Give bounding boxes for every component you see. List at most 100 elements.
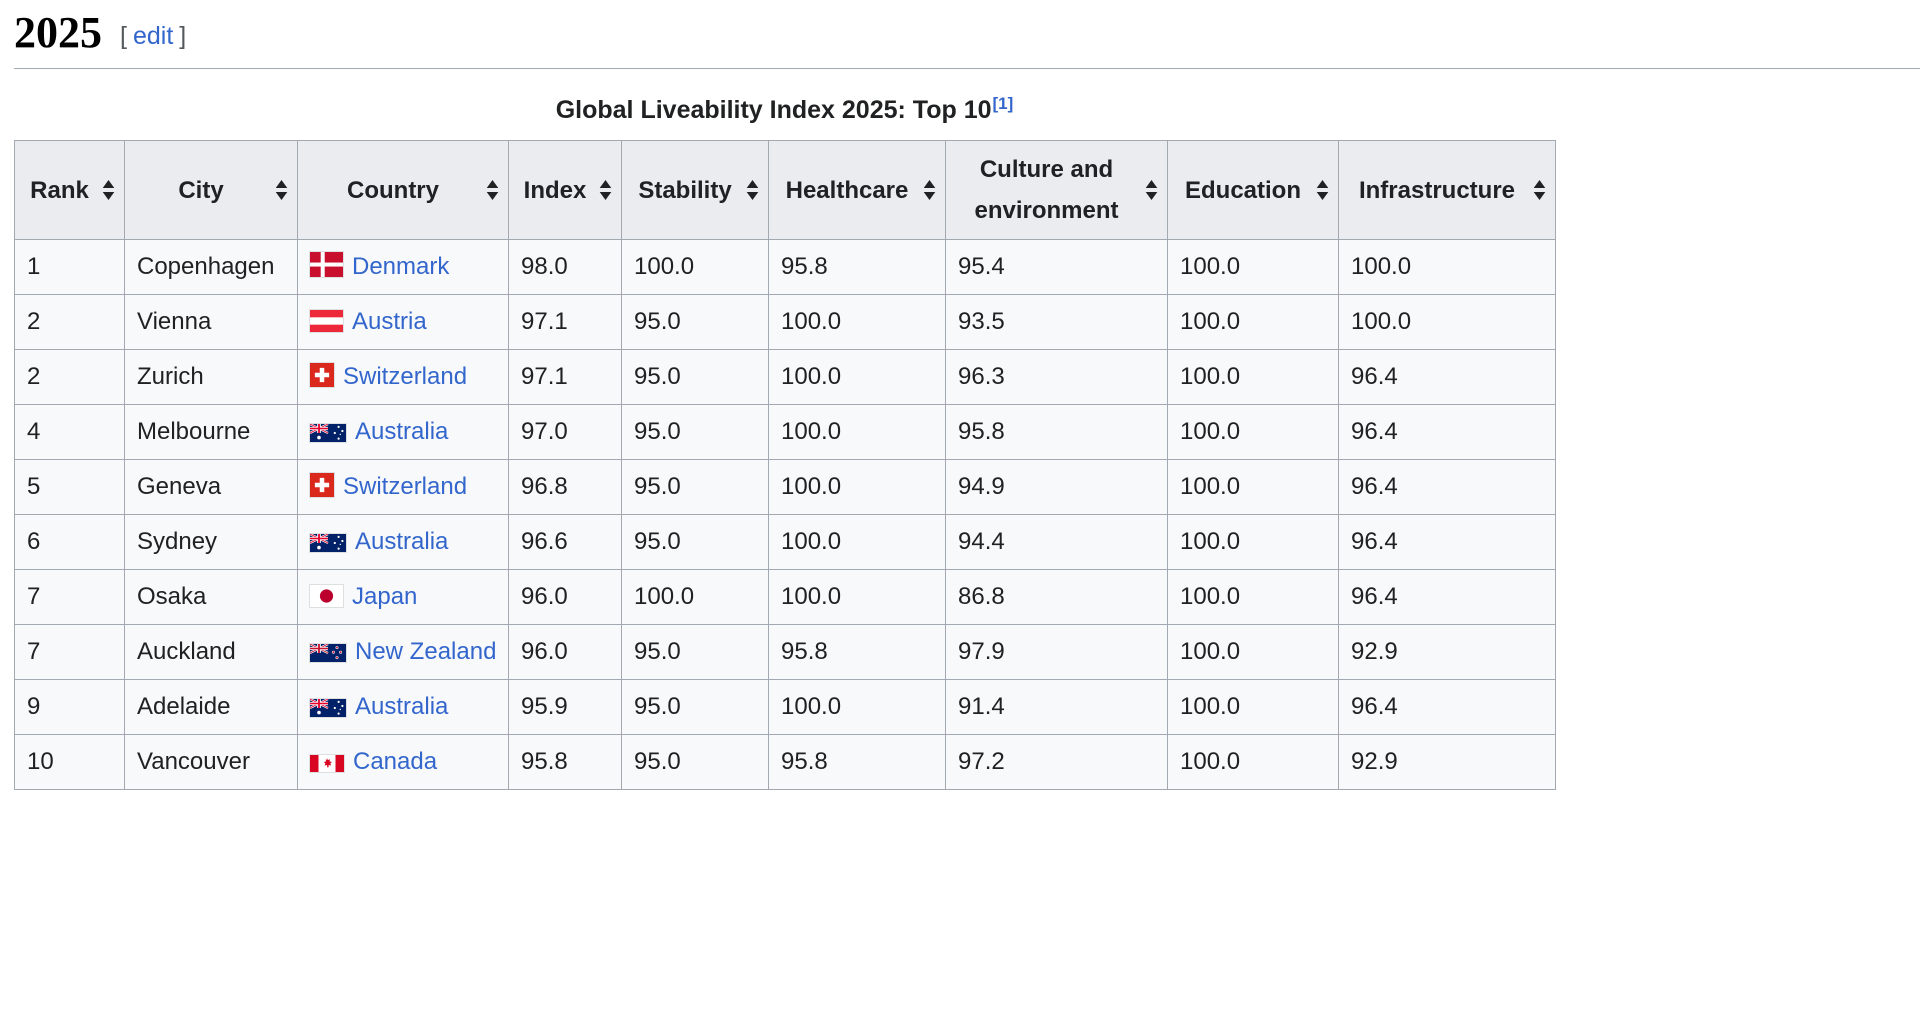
index-cell: 98.0 (508, 239, 622, 296)
rank-cell: 7 (14, 569, 125, 626)
reference-link[interactable]: [1] (992, 93, 1014, 113)
column-header-label: Index (523, 176, 587, 204)
culture-cell: 97.2 (945, 734, 1168, 791)
denmark-flag-icon[interactable] (310, 252, 343, 277)
country-link[interactable]: Australia (355, 528, 449, 556)
infrastructure-cell: 96.4 (1338, 459, 1556, 516)
country-link[interactable]: Switzerland (343, 363, 468, 391)
index-cell: 97.1 (508, 294, 622, 351)
column-header-infrastructure[interactable]: Infrastructure (1338, 140, 1556, 241)
table-caption-text: Global Liveability Index 2025: Top 10 (555, 96, 992, 125)
country-cell: Australia (297, 404, 509, 461)
city-cell: Auckland (124, 624, 298, 681)
country-cell: Austria (297, 294, 509, 351)
country-link[interactable]: Austria (352, 308, 427, 336)
table-row: 6 Sydney Australia 96.6 95.0 100.0 94.4 … (14, 514, 1556, 571)
switzerland-flag-icon[interactable] (310, 473, 334, 497)
country-link[interactable]: New Zealand (355, 638, 497, 666)
index-cell: 97.1 (508, 349, 622, 406)
stability-cell: 100.0 (621, 239, 769, 296)
infrastructure-cell: 92.9 (1338, 624, 1556, 681)
education-cell: 100.0 (1167, 624, 1339, 681)
country-cell: Australia (297, 679, 509, 736)
culture-cell: 94.4 (945, 514, 1168, 571)
country-cell: Switzerland (297, 349, 509, 406)
rank-cell: 4 (14, 404, 125, 461)
stability-cell: 95.0 (621, 734, 769, 791)
reference-sup: [1] (993, 94, 1014, 113)
infrastructure-cell: 96.4 (1338, 404, 1556, 461)
edit-link[interactable]: edit (132, 22, 174, 51)
stability-cell: 100.0 (621, 569, 769, 626)
rank-cell: 6 (14, 514, 125, 571)
education-cell: 100.0 (1167, 349, 1339, 406)
city-cell: Osaka (124, 569, 298, 626)
table-row: 10 Vancouver Canada 95.8 95.0 95.8 97.2 … (14, 734, 1556, 791)
infrastructure-cell: 96.4 (1338, 679, 1556, 736)
country-link[interactable]: Canada (353, 748, 438, 776)
rank-cell: 10 (14, 734, 125, 791)
rank-cell: 2 (14, 349, 125, 406)
sort-icon (1145, 180, 1158, 200)
stability-cell: 95.0 (621, 404, 769, 461)
column-header-healthcare[interactable]: Healthcare (768, 140, 946, 241)
column-header-city[interactable]: City (124, 140, 298, 241)
column-header-country[interactable]: Country (297, 140, 509, 241)
section-divider (14, 68, 1920, 70)
index-cell: 95.8 (508, 734, 622, 791)
country-cell: Australia (297, 514, 509, 571)
healthcare-cell: 95.8 (768, 624, 946, 681)
switzerland-flag-icon[interactable] (310, 363, 334, 387)
country-link[interactable]: Japan (352, 583, 418, 611)
infrastructure-cell: 92.9 (1338, 734, 1556, 791)
healthcare-cell: 95.8 (768, 734, 946, 791)
column-header-label: City (178, 176, 224, 204)
australia-flag-icon[interactable] (310, 424, 346, 442)
country-link[interactable]: Australia (355, 693, 449, 721)
country-cell: New Zealand (297, 624, 509, 681)
table-row: 4 Melbourne Australia 97.0 95.0 100.0 95… (14, 404, 1556, 461)
australia-flag-icon[interactable] (310, 534, 346, 552)
sort-icon (746, 180, 759, 200)
stability-cell: 95.0 (621, 679, 769, 736)
country-link[interactable]: Switzerland (343, 473, 468, 501)
healthcare-cell: 100.0 (768, 514, 946, 571)
column-header-culture-environment[interactable]: Culture and environment (945, 140, 1168, 241)
column-header-education[interactable]: Education (1167, 140, 1339, 241)
rank-cell: 7 (14, 624, 125, 681)
table-row: 7 Osaka Japan 96.0 100.0 100.0 86.8 100.… (14, 569, 1556, 626)
culture-cell: 95.8 (945, 404, 1168, 461)
section-heading-row: 2025 [edit] (0, 0, 1930, 56)
healthcare-cell: 100.0 (768, 679, 946, 736)
column-header-label: Healthcare (785, 176, 909, 204)
column-header-rank[interactable]: Rank (14, 140, 125, 241)
culture-cell: 94.9 (945, 459, 1168, 516)
edit-section: [edit] (120, 22, 186, 56)
column-header-label: Education (1184, 176, 1301, 204)
japan-flag-icon[interactable] (310, 585, 343, 607)
column-header-stability[interactable]: Stability (621, 140, 769, 241)
canada-flag-icon[interactable] (310, 755, 344, 772)
rank-cell: 1 (14, 239, 125, 296)
edit-bracket-close: ] (179, 22, 187, 51)
sort-icon (102, 180, 115, 200)
healthcare-cell: 100.0 (768, 294, 946, 351)
table-row: 2 Zurich Switzerland 97.1 95.0 100.0 96.… (14, 349, 1556, 406)
country-link[interactable]: Australia (355, 418, 449, 446)
infrastructure-cell: 100.0 (1338, 239, 1556, 296)
rank-cell: 9 (14, 679, 125, 736)
austria-flag-icon[interactable] (310, 310, 343, 332)
infrastructure-cell: 96.4 (1338, 349, 1556, 406)
sort-icon (486, 180, 499, 200)
table-row: 7 Auckland New Zealand 96.0 95.0 95.8 97… (14, 624, 1556, 681)
table-caption: Global Liveability Index 2025: Top 10[1] (14, 94, 1555, 125)
country-link[interactable]: Denmark (352, 253, 450, 281)
index-cell: 95.9 (508, 679, 622, 736)
infrastructure-cell: 100.0 (1338, 294, 1556, 351)
australia-flag-icon[interactable] (310, 699, 346, 717)
header-row: Rank City Country Index Stability Health… (14, 140, 1556, 241)
new-zealand-flag-icon[interactable] (310, 644, 346, 662)
table-row: 2 Vienna Austria 97.1 95.0 100.0 93.5 10… (14, 294, 1556, 351)
column-header-label: Country (347, 176, 439, 204)
column-header-index[interactable]: Index (508, 140, 622, 241)
